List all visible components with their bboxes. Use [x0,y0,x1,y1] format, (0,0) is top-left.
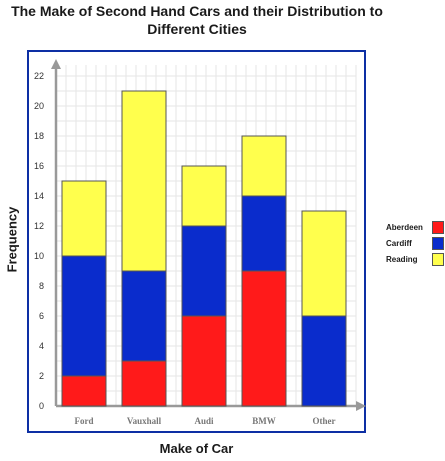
bar-aberdeen [121,360,167,407]
legend-swatch [432,221,444,234]
y-tick-label: 18 [34,131,44,141]
bar-cardiff [301,315,347,407]
y-tick-label: 10 [34,251,44,261]
legend-item: Aberdeen [384,220,444,236]
legend-label: Aberdeen [386,223,423,232]
y-tick-label: 4 [39,341,44,351]
legend-swatch [432,253,444,266]
bar-aberdeen [241,270,287,407]
x-tick-label: Other [313,416,336,426]
legend-label: Reading [386,255,418,264]
plot-frame [27,50,366,433]
bar-reading [241,135,287,197]
y-tick-label: 8 [39,281,44,291]
x-tick-label: BMW [252,416,276,426]
y-tick-label: 2 [39,371,44,381]
x-axis-arrow [356,401,366,411]
bar-cardiff [121,270,167,362]
y-tick-label: 6 [39,311,44,321]
bar-reading [61,180,107,257]
y-axis-arrow [51,59,61,69]
x-axis-label: Make of Car [159,441,234,456]
y-tick-label: 14 [34,191,44,201]
bar-cardiff [181,225,227,317]
legend: Aberdeen Cardiff Reading [384,220,444,268]
x-tick-label: Ford [75,416,94,426]
legend-label: Cardiff [386,239,412,248]
legend-item: Cardiff [384,236,444,252]
y-tick-label: 22 [34,71,44,81]
y-axis-label: Frequency [4,206,20,273]
x-tick-label: Vauxhall [127,416,162,426]
bar-cardiff [61,255,107,377]
y-tick-label: 20 [34,101,44,111]
x-tick-label: Audi [194,416,214,426]
y-tick-label: 16 [34,161,44,171]
bar-reading [301,210,347,317]
y-tick-label: 12 [34,221,44,231]
bar-reading [181,165,227,227]
bar-cardiff [241,195,287,272]
y-tick-label: 0 [39,401,44,411]
bar-aberdeen [61,375,107,407]
legend-swatch [432,237,444,250]
chart-title: The Make of Second Hand Cars and their D… [11,3,383,37]
bar-aberdeen [181,315,227,407]
bar-reading [121,90,167,272]
legend-item: Reading [384,252,444,268]
